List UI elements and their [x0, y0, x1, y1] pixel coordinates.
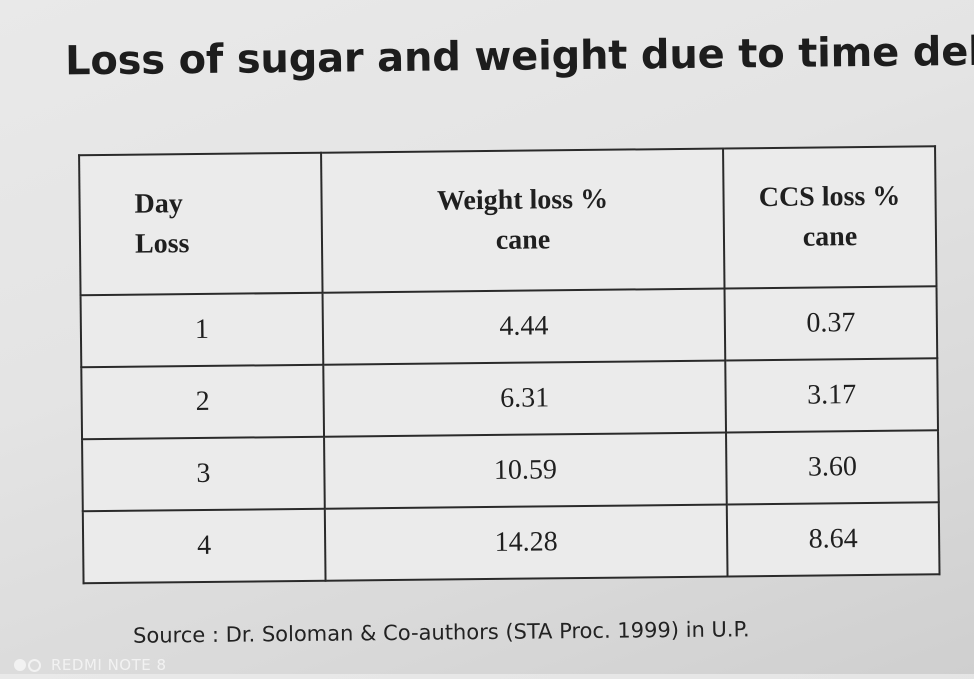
cell-ccs-loss: 3.60 [726, 430, 939, 505]
cell-day: 4 [82, 508, 326, 584]
header-ccs-line-2: cane [802, 221, 858, 253]
dot-ring [28, 658, 41, 672]
camera-dots-icon [14, 658, 41, 672]
source-citation: Source : Dr. Soloman & Co-authors (STA P… [132, 617, 750, 648]
cell-weight-loss: 4.44 [322, 288, 726, 365]
cell-weight-loss: 14.28 [324, 504, 728, 581]
watermark-text: REDMI NOTE 8 [51, 656, 167, 674]
table-row: 2 6.31 3.17 [81, 358, 939, 440]
table-header-row: Day Loss Weight loss % cane CCS loss % c… [79, 146, 937, 296]
cell-day: 3 [82, 436, 325, 512]
cell-weight-loss: 10.59 [324, 432, 727, 509]
header-weight-loss: Weight loss % cane [321, 148, 725, 293]
loss-table: Day Loss Weight loss % cane CCS loss % c… [78, 145, 941, 585]
camera-watermark: REDMI NOTE 8 [14, 656, 167, 674]
table-row: 3 10.59 3.60 [82, 430, 939, 512]
header-weight-line-1: Weight loss % [436, 183, 609, 217]
cell-day: 2 [81, 364, 325, 440]
dot-filled [14, 658, 26, 671]
cell-ccs-loss: 8.64 [726, 502, 940, 577]
header-day-line-1: Day [134, 188, 183, 220]
cell-ccs-loss: 0.37 [724, 286, 938, 361]
header-day-loss: Day Loss [79, 152, 323, 296]
table-row: 4 14.28 8.64 [82, 502, 940, 584]
header-ccs-loss: CCS loss % cane [723, 146, 937, 289]
header-ccs-line-1: CCS loss % [758, 180, 901, 214]
header-day-line-2: Loss [134, 228, 190, 260]
cell-day: 1 [80, 292, 324, 368]
slide-title: Loss of sugar and weight due to time del… [64, 28, 974, 85]
cell-weight-loss: 6.31 [323, 360, 727, 437]
table-row: 1 4.44 0.37 [80, 286, 938, 368]
header-weight-line-2: cane [495, 224, 551, 256]
cell-ccs-loss: 3.17 [725, 358, 939, 433]
